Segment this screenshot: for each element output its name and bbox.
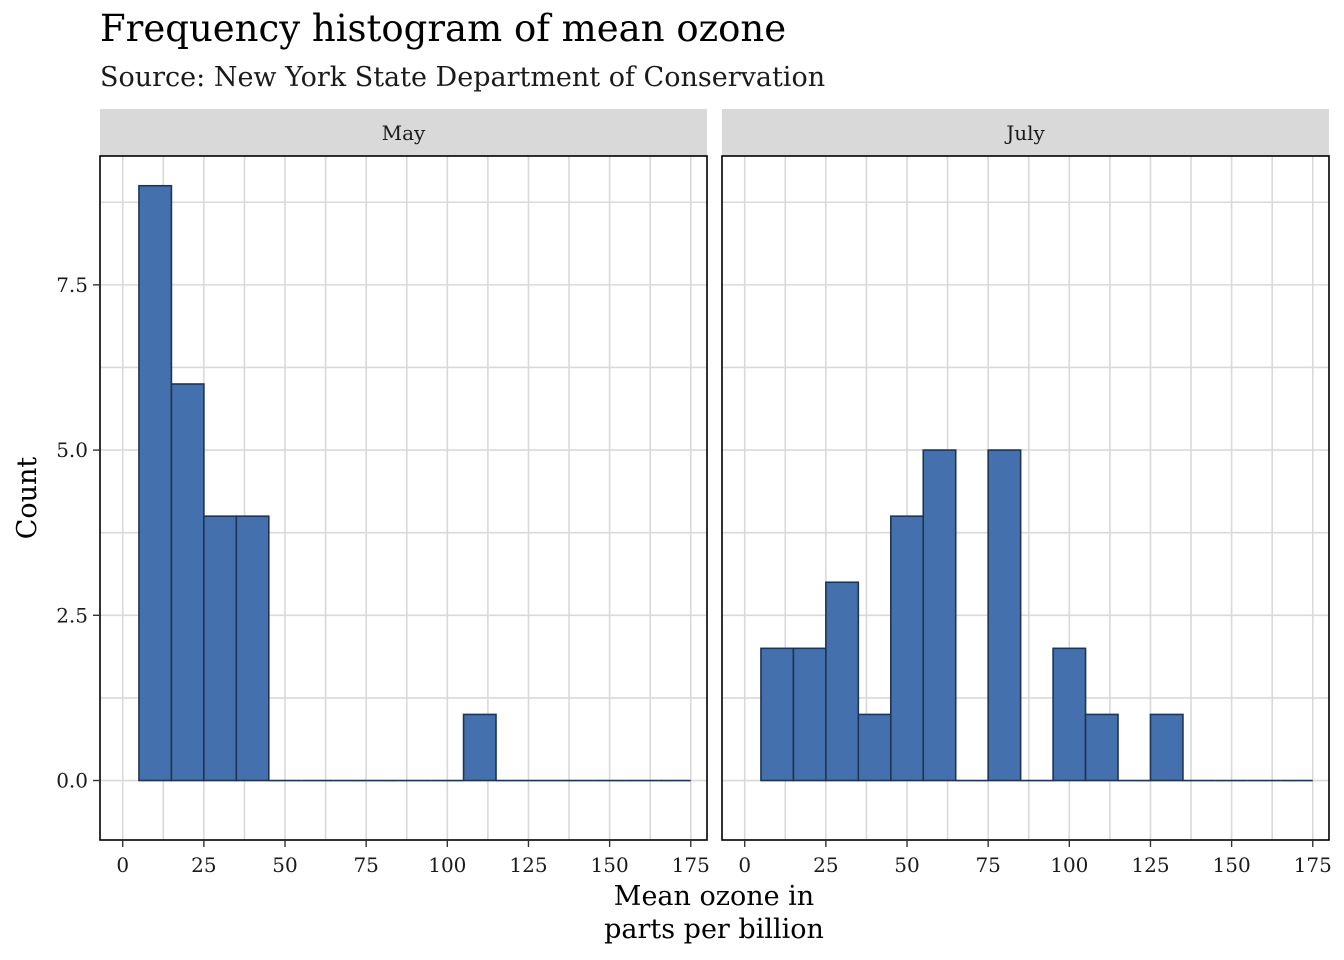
histogram-bar (889, 515, 925, 782)
panel-border-may (99, 155, 708, 841)
x-tick-label: 75 (353, 853, 378, 877)
x-tick-label: 150 (1213, 853, 1251, 877)
panel-july: July 0 25 50 75 100 125 150 175 (721, 109, 1332, 877)
histogram-bar (1052, 647, 1087, 782)
y-tick-label: 5.0 (56, 438, 88, 462)
x-tick-label: 175 (672, 853, 710, 877)
histogram-bar (170, 383, 205, 782)
x-tick-label: 100 (1050, 853, 1088, 877)
x-tick-label: 0 (116, 853, 129, 877)
x-tick-label: 25 (191, 853, 216, 877)
histogram-bar (792, 647, 827, 782)
y-tick-label: 0.0 (56, 769, 88, 793)
histogram-bar (987, 449, 1022, 782)
panel-may: May 0 25 50 75 100 125 150 175 0.0 2.5 5.0 7.5 (56, 109, 710, 877)
x-tick-label: 75 (975, 853, 1000, 877)
chart-subtitle: Source: New York State Department of Con… (100, 62, 825, 93)
x-tick-label: 100 (428, 853, 466, 877)
x-tick-label: 25 (813, 853, 838, 877)
strip-label-july: July (1004, 121, 1045, 145)
histogram-bar (857, 713, 892, 782)
histogram-bar (1084, 713, 1119, 782)
x-tick-label: 50 (272, 853, 297, 877)
strip-may (100, 109, 707, 156)
histogram-bar (1149, 713, 1184, 782)
x-tick-label: 125 (509, 853, 547, 877)
histogram-bar (825, 581, 860, 782)
panel-border-july (721, 155, 1330, 841)
histogram-bar (760, 647, 795, 782)
strip-july (722, 109, 1329, 156)
chart-title: Frequency histogram of mean ozone (100, 7, 786, 50)
x-tick-label: 150 (591, 853, 629, 877)
histogram-bar (203, 515, 238, 782)
y-tick-label: 2.5 (56, 603, 88, 627)
histogram-bar (235, 515, 270, 782)
x-axis-title-line-2: parts per billion (604, 914, 824, 945)
x-tick-label: 50 (894, 853, 919, 877)
histogram-bar (922, 449, 957, 782)
histogram-bar (138, 184, 173, 782)
facet-panels: May 0 25 50 75 100 125 150 175 0.0 2.5 5.0 7.5 July 0 2… (56, 109, 1332, 877)
x-tick-label: 175 (1294, 853, 1332, 877)
y-axis-title: Count (12, 457, 43, 540)
x-tick-label: 0 (738, 853, 751, 877)
x-axis-title-line-1: Mean ozone in (614, 881, 814, 912)
x-tick-label: 125 (1131, 853, 1169, 877)
y-tick-label: 7.5 (56, 273, 88, 297)
histogram-bar (462, 713, 497, 782)
strip-label-may: May (382, 121, 426, 145)
